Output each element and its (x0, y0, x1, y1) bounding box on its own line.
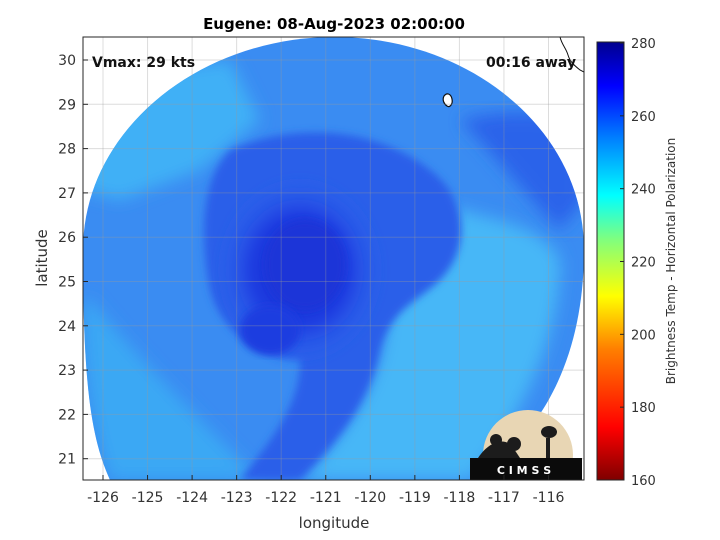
x-tick-label: -126 (87, 490, 119, 506)
cimss-logo: C I M S S (470, 410, 582, 480)
colorbar-label: Brightness Temp - Horizontal Polarizatio… (664, 138, 678, 385)
x-axis-ticks: -126 -125 -124 -123 -122 -121 -120 -119 -118 -117… (87, 475, 564, 506)
y-tick-label: 26 (58, 230, 76, 246)
y-tick-label: 23 (58, 363, 76, 379)
x-axis-label: longitude (299, 514, 370, 532)
y-axis-label: latitude (33, 229, 51, 287)
x-tick-label: -124 (176, 490, 208, 506)
y-axis-ticks: 30 29 28 27 26 25 24 23 22 21 (58, 53, 88, 468)
colorbar-tick-label: 280 (631, 37, 656, 52)
map-title: Eugene: 08-Aug-2023 02:00:00 (203, 15, 465, 33)
x-tick-label: -117 (488, 490, 520, 506)
x-tick-label: -125 (132, 490, 164, 506)
y-tick-label: 29 (58, 97, 76, 113)
satellite-swath (83, 37, 584, 480)
x-tick-label: -123 (221, 490, 253, 506)
colorbar-tick-label: 220 (631, 256, 656, 271)
y-tick-label: 25 (58, 275, 76, 291)
colorbar-tick-label: 260 (631, 110, 656, 125)
colorbar: 280 260 240 220 200 180 160 Brightness Temp - … (596, 37, 678, 489)
y-tick-label: 27 (58, 186, 76, 202)
colorbar-gradient (596, 41, 625, 481)
x-tick-label: -120 (354, 490, 386, 506)
y-tick-label: 30 (58, 53, 76, 69)
x-tick-label: -119 (399, 490, 431, 506)
time-away-label: 00:16 away (486, 55, 576, 71)
plot-area: Vmax: 29 kts 00:16 away C I M S S (82, 36, 585, 481)
x-tick-label: -122 (265, 490, 297, 506)
grid-lines (83, 37, 584, 480)
y-tick-label: 22 (58, 407, 76, 423)
logo-text: C I M S S (497, 464, 551, 477)
colorbar-tick-label: 160 (631, 474, 656, 489)
x-tick-label: -121 (310, 490, 342, 506)
x-tick-label: -116 (533, 490, 565, 506)
colorbar-tick-label: 240 (631, 183, 656, 198)
y-tick-label: 28 (58, 142, 76, 158)
y-tick-label: 21 (58, 452, 76, 468)
colorbar-ticks: 280 260 240 220 200 180 160 (620, 37, 656, 489)
vmax-label: Vmax: 29 kts (92, 55, 195, 71)
colorbar-tick-label: 200 (631, 328, 656, 343)
y-tick-label: 24 (58, 319, 76, 335)
x-tick-label: -118 (444, 490, 476, 506)
colorbar-tick-label: 180 (631, 401, 656, 416)
